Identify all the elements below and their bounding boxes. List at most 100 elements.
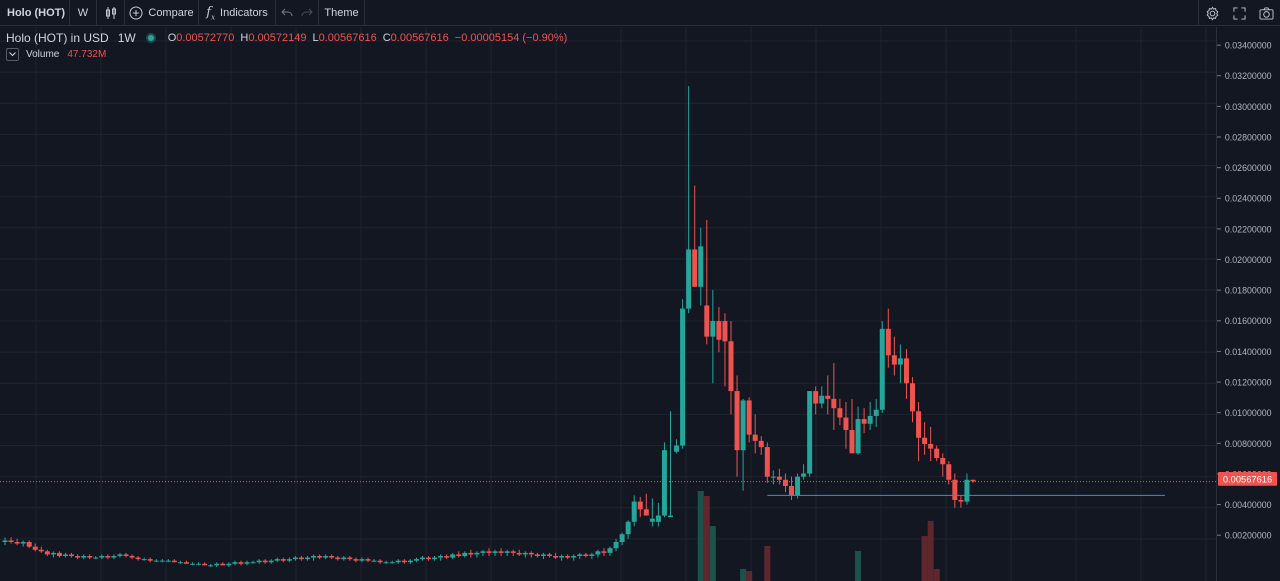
candle-body	[782, 479, 788, 486]
fullscreen-icon	[1232, 6, 1246, 20]
settings-gear-icon	[1206, 6, 1218, 20]
candle-body	[44, 551, 50, 555]
candle-body	[202, 563, 208, 566]
collapse-toggle-button[interactable]	[6, 48, 19, 61]
candle-body	[601, 551, 607, 553]
price-tick-label: 0.02400000	[1225, 194, 1272, 204]
indicators-label: Indicators	[220, 7, 268, 19]
price-scale[interactable]: 0.03400000 0.03200000 0.03000000 0.02800000…	[1216, 27, 1280, 581]
fullscreen-button[interactable]	[1225, 0, 1253, 26]
price-tick-label: 0.00200000	[1225, 531, 1272, 541]
candle-body	[873, 409, 879, 416]
price-tick-label: 0.02200000	[1225, 224, 1272, 234]
candle-body	[365, 559, 371, 561]
interval-button[interactable]: W	[70, 0, 97, 26]
candle-body	[528, 552, 534, 555]
chart-style-button[interactable]	[97, 0, 125, 26]
candle-body	[728, 341, 734, 392]
theme-button[interactable]: Theme	[319, 0, 365, 26]
undo-button[interactable]	[278, 0, 296, 26]
legend-interval: 1W	[117, 31, 136, 45]
snapshot-button[interactable]	[1253, 0, 1280, 26]
price-tick-label: 0.02800000	[1225, 132, 1272, 142]
candle-body	[625, 521, 631, 535]
candle-body	[607, 548, 613, 553]
volume-bar	[764, 546, 771, 581]
candle-body	[577, 554, 583, 556]
candle-body	[698, 246, 704, 287]
candle-body	[934, 448, 940, 458]
volume-legend: Volume 47.732M	[6, 48, 106, 61]
candle-body	[637, 501, 643, 510]
candle-body	[891, 355, 897, 365]
close-value: 0.00567616	[390, 32, 449, 44]
candle-body	[474, 552, 480, 555]
camera-icon	[1259, 6, 1274, 20]
price-tick-label: 0.01400000	[1225, 347, 1272, 357]
candle-body	[807, 391, 813, 474]
candle-body	[843, 417, 849, 430]
symbol-search-button[interactable]: Holo (HOT)	[0, 0, 70, 26]
close-key: C	[382, 32, 391, 44]
candle-body	[649, 518, 655, 522]
compare-button[interactable]: Compare	[125, 0, 199, 26]
candle-body	[885, 328, 891, 356]
volume-bar	[927, 521, 934, 581]
candle-body	[879, 328, 885, 410]
candle-body	[631, 501, 637, 522]
candles-icon	[105, 7, 116, 19]
redo-icon	[301, 8, 313, 17]
price-tick-label: 0.01600000	[1225, 316, 1272, 326]
candlestick-chart[interactable]	[0, 27, 1216, 581]
candle-body	[504, 551, 510, 553]
candle-body	[262, 560, 268, 563]
candle-body	[795, 476, 801, 496]
candle-body	[238, 562, 244, 564]
candle-body	[710, 321, 716, 337]
high-value: 0.00572149	[248, 32, 307, 44]
candle-body	[20, 541, 26, 544]
candle-body	[141, 559, 147, 561]
candle-body	[232, 562, 238, 564]
candle-body	[75, 555, 81, 558]
candle-body	[190, 563, 196, 565]
candle-body	[383, 562, 389, 564]
candle-body	[286, 559, 292, 561]
price-tick-label: 0.01000000	[1225, 408, 1272, 418]
settings-button[interactable]	[1198, 0, 1225, 26]
indicators-button[interactable]: fx Indicators	[199, 0, 276, 26]
candle-body	[401, 560, 407, 563]
candle-body	[722, 321, 728, 342]
candle-body	[323, 555, 329, 558]
candle-body	[117, 554, 123, 556]
candles	[2, 86, 976, 567]
candle-body	[438, 555, 444, 558]
chart-legend: Holo (HOT) in USD 1W O 0.00572770 H 0.0057…	[6, 31, 573, 45]
candle-body	[734, 391, 740, 451]
candle-body	[2, 540, 8, 542]
price-tick-label: 0.01200000	[1225, 378, 1272, 388]
candle-body	[740, 400, 746, 451]
candle-body	[244, 562, 250, 564]
redo-button[interactable]	[296, 0, 319, 26]
candle-body	[250, 562, 256, 564]
grid	[0, 27, 1216, 581]
candle-body	[534, 554, 540, 556]
candle-body	[311, 555, 317, 558]
candle-body	[752, 434, 758, 441]
candle-body	[432, 557, 438, 560]
candle-body	[903, 358, 909, 384]
candle-body	[165, 560, 171, 562]
candle-body	[8, 540, 14, 542]
undo-icon	[281, 8, 293, 17]
candle-body	[274, 559, 280, 561]
candle-body	[510, 551, 516, 553]
price-tick-label: 0.03200000	[1225, 71, 1272, 81]
market-status-dot	[145, 33, 156, 43]
candle-body	[329, 555, 335, 558]
candle-body	[553, 555, 559, 558]
volume-bar	[746, 571, 753, 581]
candle-body	[855, 419, 861, 454]
price-tick-label: 0.00400000	[1225, 500, 1272, 510]
candle-body	[153, 560, 159, 562]
